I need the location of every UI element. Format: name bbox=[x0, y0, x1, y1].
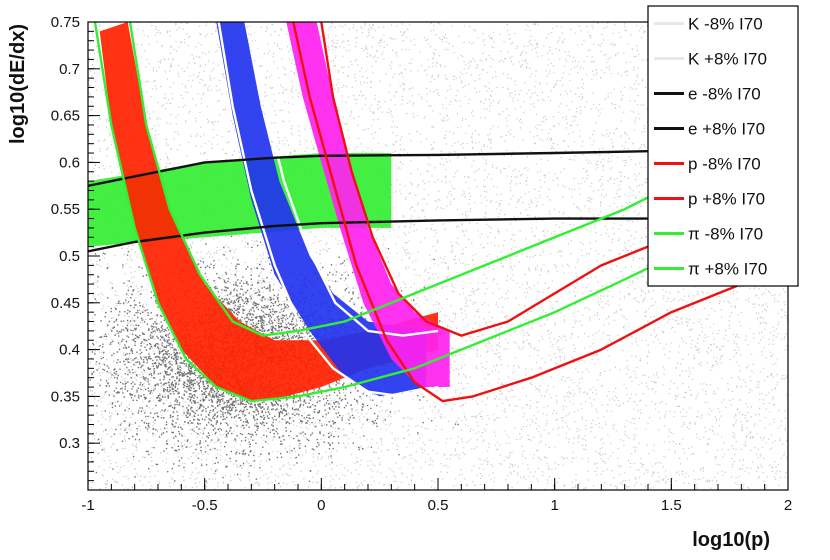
legend-label: e +8% I70 bbox=[688, 120, 765, 139]
y-tick-label: 0.35 bbox=[51, 388, 80, 405]
x-tick-label: -1 bbox=[81, 497, 94, 514]
y-tick-label: 0.7 bbox=[59, 61, 80, 78]
y-tick-label: 0.65 bbox=[51, 108, 80, 125]
y-tick-label: 0.55 bbox=[51, 201, 80, 218]
legend-label: π +8% I70 bbox=[688, 260, 767, 279]
y-tick-label: 0.75 bbox=[51, 14, 80, 31]
legend: K -8% I70 K +8% I70 e -8% I70 e +8% I70 p -8… bbox=[647, 5, 799, 287]
legend-label: p -8% I70 bbox=[688, 155, 761, 174]
curve-7 bbox=[128, 22, 672, 337]
legend-label: e -8% I70 bbox=[688, 85, 761, 104]
curve-1 bbox=[250, 22, 439, 337]
x-tick-label: 0 bbox=[317, 497, 325, 514]
band-p bbox=[286, 22, 450, 387]
x-tick-label: 1.5 bbox=[661, 497, 682, 514]
legend-label: K -8% I70 bbox=[688, 15, 763, 34]
legend-label: p +8% I70 bbox=[688, 190, 765, 209]
curve-3 bbox=[88, 217, 648, 253]
legend-box bbox=[647, 5, 799, 287]
x-tick-label: -0.5 bbox=[192, 497, 218, 514]
legend-label: π -8% I70 bbox=[688, 225, 763, 244]
x-tick-label: 1 bbox=[550, 497, 558, 514]
x-tick-label: 2 bbox=[784, 497, 792, 514]
y-tick-label: 0.3 bbox=[59, 435, 80, 452]
x-axis-title: log10(p) bbox=[692, 529, 770, 551]
y-tick-label: 0.4 bbox=[59, 342, 80, 359]
y-tick-label: 0.45 bbox=[51, 295, 80, 312]
y-axis-title: log10(dE/dx) bbox=[7, 24, 29, 144]
y-tick-label: 0.5 bbox=[59, 248, 80, 265]
band-pion bbox=[99, 22, 438, 402]
curve-5 bbox=[320, 22, 649, 337]
y-tick-label: 0.6 bbox=[59, 154, 80, 171]
curve-4 bbox=[292, 22, 742, 403]
axes-layer: -1 -0.5 0 0.5 1 1.5 2 0.3 0.35 0.4 0.45 0.5 0.55 0.6 0… bbox=[51, 14, 792, 514]
legend-label: K +8% I70 bbox=[688, 50, 767, 69]
expectation-curves-layer bbox=[88, 22, 742, 403]
curve-2 bbox=[88, 150, 649, 187]
curve-6 bbox=[93, 22, 684, 403]
x-tick-label: 0.5 bbox=[428, 497, 449, 514]
